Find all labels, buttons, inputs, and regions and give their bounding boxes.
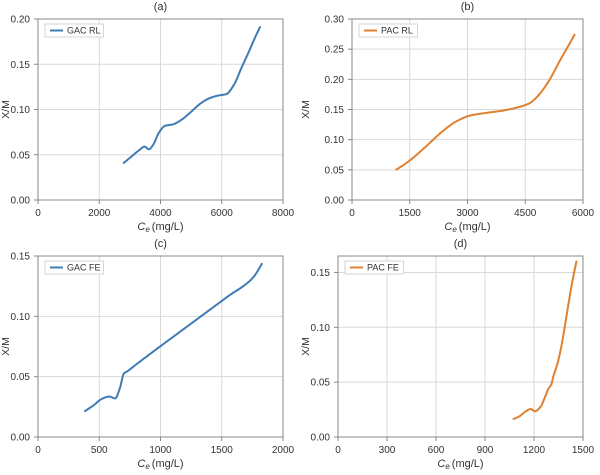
svg-text:0.15: 0.15 xyxy=(311,268,331,279)
svg-text:0.30: 0.30 xyxy=(325,15,345,26)
svg-text:0.00: 0.00 xyxy=(11,433,31,444)
svg-text:1500: 1500 xyxy=(399,208,422,219)
svg-text:0.10: 0.10 xyxy=(11,105,31,116)
svg-text:0.05: 0.05 xyxy=(11,150,31,161)
svg-text:0.05: 0.05 xyxy=(311,378,331,389)
svg-text:3000: 3000 xyxy=(456,208,479,219)
svg-text:0: 0 xyxy=(35,445,41,456)
svg-text:GAC FE: GAC FE xyxy=(67,263,101,273)
svg-text:0: 0 xyxy=(335,445,341,456)
svg-text:1000: 1000 xyxy=(149,445,172,456)
svg-text:GAC RL: GAC RL xyxy=(67,26,101,36)
svg-text:(d): (d) xyxy=(454,238,467,250)
svg-text:(mg/L): (mg/L) xyxy=(152,458,184,470)
svg-text:6000: 6000 xyxy=(572,208,595,219)
svg-text:0.10: 0.10 xyxy=(11,312,31,323)
svg-text:0.05: 0.05 xyxy=(11,372,31,383)
svg-text:6000: 6000 xyxy=(211,208,234,219)
svg-text:4500: 4500 xyxy=(514,208,537,219)
svg-text:X/M: X/M xyxy=(300,100,312,119)
svg-text:0: 0 xyxy=(35,208,41,219)
svg-text:X/M: X/M xyxy=(0,337,12,356)
svg-text:8000: 8000 xyxy=(272,208,295,219)
svg-text:(mg/L): (mg/L) xyxy=(152,221,184,233)
svg-text:(a): (a) xyxy=(154,1,167,13)
svg-text:0.00: 0.00 xyxy=(11,196,31,207)
svg-text:900: 900 xyxy=(477,445,494,456)
svg-text:0.25: 0.25 xyxy=(325,45,345,56)
svg-text:C: C xyxy=(137,221,145,233)
svg-text:1200: 1200 xyxy=(523,445,546,456)
svg-text:C: C xyxy=(137,458,145,470)
svg-text:0.15: 0.15 xyxy=(325,105,345,116)
svg-text:(c): (c) xyxy=(154,238,167,250)
svg-text:0.15: 0.15 xyxy=(11,252,31,263)
svg-text:PAC RL: PAC RL xyxy=(381,26,413,36)
svg-text:e: e xyxy=(452,225,457,234)
svg-text:0.05: 0.05 xyxy=(325,165,345,176)
svg-text:300: 300 xyxy=(379,445,396,456)
svg-text:e: e xyxy=(145,462,150,471)
svg-text:500: 500 xyxy=(91,445,108,456)
svg-text:2000: 2000 xyxy=(88,208,111,219)
svg-text:C: C xyxy=(444,221,452,233)
svg-text:e: e xyxy=(445,462,450,471)
svg-text:0.20: 0.20 xyxy=(11,15,31,26)
svg-text:0.00: 0.00 xyxy=(311,433,331,444)
svg-text:0.15: 0.15 xyxy=(11,60,31,71)
svg-text:4000: 4000 xyxy=(149,208,172,219)
svg-text:(b): (b) xyxy=(461,1,474,13)
svg-text:e: e xyxy=(145,225,150,234)
svg-text:C: C xyxy=(437,458,445,470)
svg-text:(mg/L): (mg/L) xyxy=(452,458,484,470)
svg-text:600: 600 xyxy=(428,445,445,456)
svg-text:0.20: 0.20 xyxy=(325,75,345,86)
svg-text:0.10: 0.10 xyxy=(325,135,345,146)
svg-text:X/M: X/M xyxy=(300,337,312,356)
svg-text:PAC FE: PAC FE xyxy=(367,263,399,273)
svg-text:1500: 1500 xyxy=(211,445,234,456)
svg-text:0.00: 0.00 xyxy=(325,196,345,207)
svg-text:1500: 1500 xyxy=(572,445,595,456)
svg-text:(mg/L): (mg/L) xyxy=(459,221,491,233)
svg-text:0: 0 xyxy=(349,208,355,219)
svg-text:0.10: 0.10 xyxy=(311,323,331,334)
svg-text:X/M: X/M xyxy=(0,100,12,119)
svg-text:2000: 2000 xyxy=(272,445,295,456)
